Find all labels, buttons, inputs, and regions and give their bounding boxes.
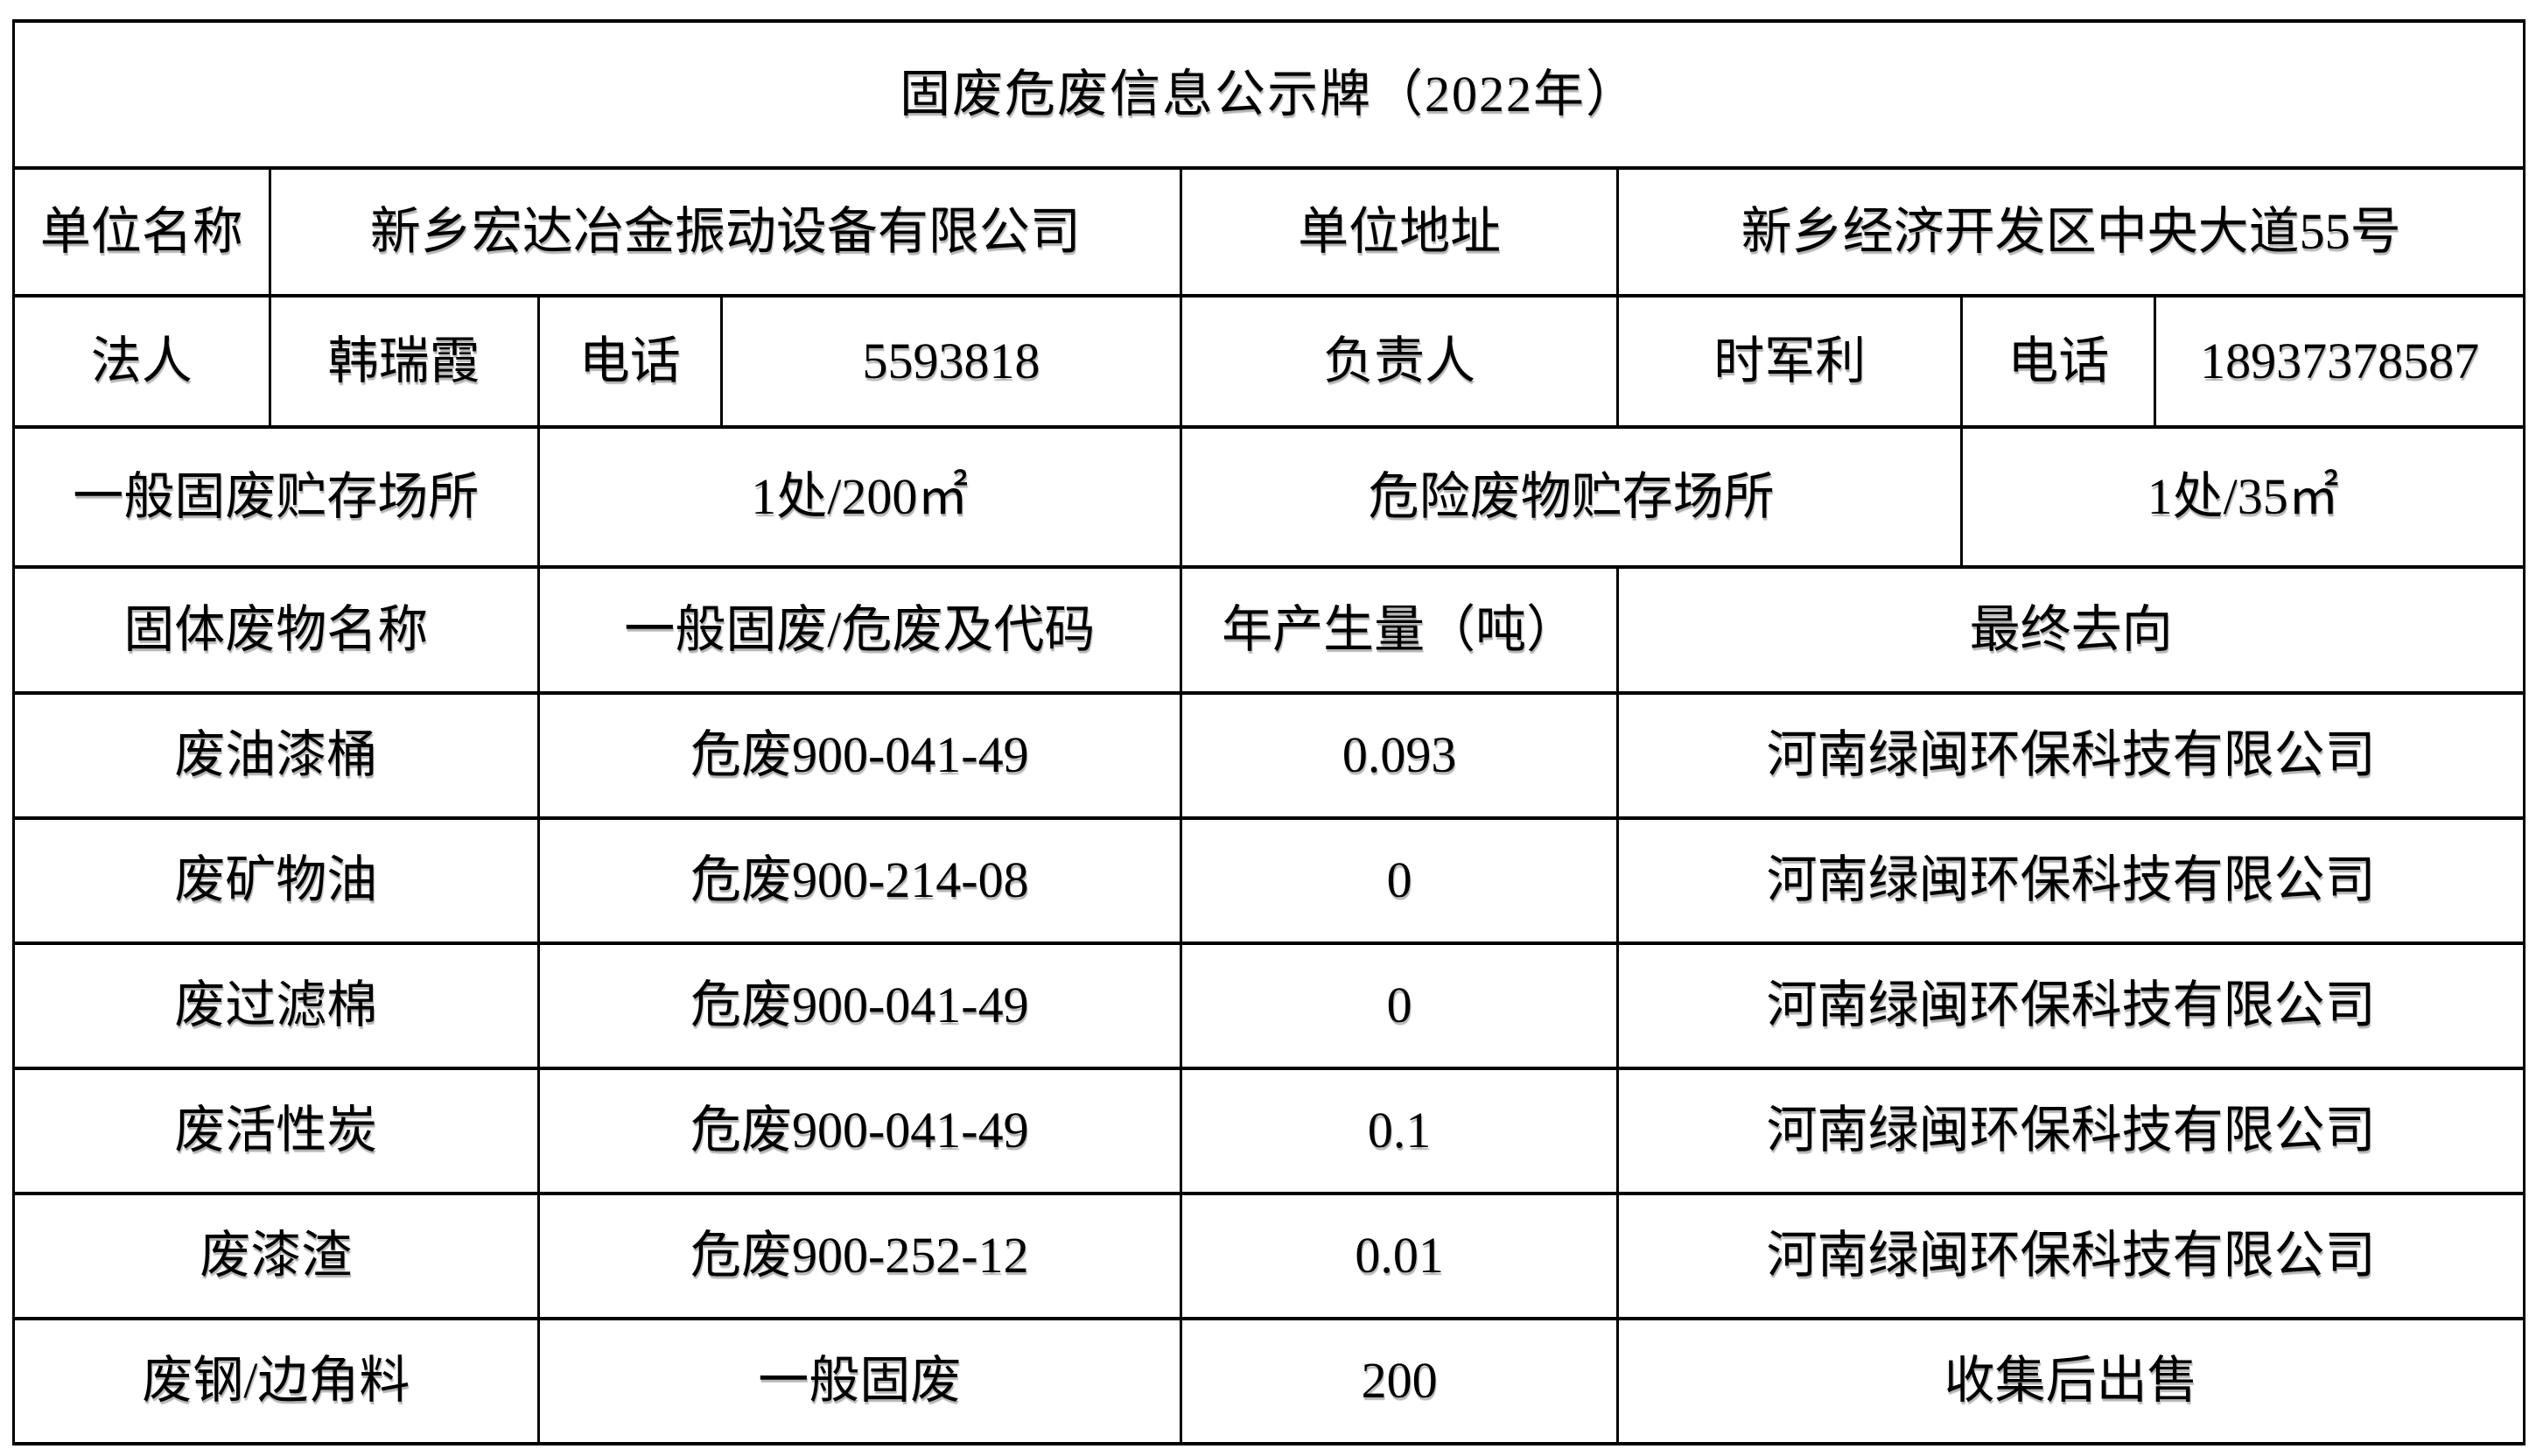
title-row: 固废危废信息公示牌（2022年） — [12, 19, 2525, 170]
waste-amount-cell: 0 — [1180, 942, 1620, 1070]
waste-amount-cell: 0.1 — [1180, 1067, 1620, 1195]
storage-row: 一般固废贮存场所 1处/200㎡ 危险废物贮存场所 1处/35㎡ — [12, 425, 2525, 569]
waste-name-cell: 废钢/边角料 — [12, 1317, 540, 1446]
phone2-value: 18937378587 — [2154, 294, 2525, 429]
col-header-waste-name: 固体废物名称 — [12, 565, 540, 695]
waste-code-cell: 危废900-041-49 — [536, 1067, 1183, 1195]
waste-destination-cell: 河南绿闽环保科技有限公司 — [1616, 691, 2525, 820]
responsible-label: 负责人 — [1180, 294, 1620, 429]
waste-name-cell: 废活性炭 — [12, 1067, 540, 1195]
legal-person-value: 韩瑞霞 — [268, 294, 540, 429]
responsible-value: 时军利 — [1616, 294, 1964, 429]
phone1-label: 电话 — [536, 294, 724, 429]
waste-name-cell: 废矿物油 — [12, 816, 540, 945]
waste-row: 废钢/边角料 一般固废 200 收集后出售 — [12, 1317, 2525, 1446]
waste-code-cell: 危废900-041-49 — [536, 691, 1183, 820]
waste-destination-cell: 河南绿闽环保科技有限公司 — [1616, 816, 2525, 945]
waste-row: 废过滤棉 危废900-041-49 0 河南绿闽环保科技有限公司 — [12, 942, 2525, 1070]
waste-row: 废漆渣 危废900-252-12 0.01 河南绿闽环保科技有限公司 — [12, 1192, 2525, 1320]
hazardous-storage-label: 危险废物贮存场所 — [1180, 425, 1964, 569]
waste-code-cell: 危废900-214-08 — [536, 816, 1183, 945]
phone2-label: 电话 — [1960, 294, 2157, 429]
unit-name-label: 单位名称 — [12, 166, 271, 298]
waste-name-cell: 废油漆桶 — [12, 691, 540, 820]
page-title: 固废危废信息公示牌（2022年） — [12, 19, 2525, 170]
waste-destination-cell: 收集后出售 — [1616, 1317, 2525, 1446]
waste-name-cell: 废漆渣 — [12, 1192, 540, 1320]
phone1-value: 5593818 — [720, 294, 1183, 429]
waste-amount-cell: 200 — [1180, 1317, 1620, 1446]
notice-board-table: 固废危废信息公示牌（2022年） 单位名称 新乡宏达冶金振动设备有限公司 单位地… — [12, 19, 2525, 1446]
col-header-waste-code: 一般固废/危废及代码 — [536, 565, 1183, 695]
waste-destination-cell: 河南绿闽环保科技有限公司 — [1616, 1067, 2525, 1195]
general-storage-value: 1处/200㎡ — [536, 425, 1183, 569]
waste-amount-cell: 0 — [1180, 816, 1620, 945]
waste-header-row: 固体废物名称 一般固废/危废及代码 年产生量（吨） 最终去向 — [12, 565, 2525, 695]
waste-row: 废活性炭 危废900-041-49 0.1 河南绿闽环保科技有限公司 — [12, 1067, 2525, 1195]
legal-row: 法人 韩瑞霞 电话 5593818 负责人 时军利 电话 18937378587 — [12, 294, 2525, 429]
waste-destination-cell: 河南绿闽环保科技有限公司 — [1616, 942, 2525, 1070]
general-storage-label: 一般固废贮存场所 — [12, 425, 540, 569]
waste-code-cell: 危废900-041-49 — [536, 942, 1183, 1070]
waste-destination-cell: 河南绿闽环保科技有限公司 — [1616, 1192, 2525, 1320]
waste-amount-cell: 0.01 — [1180, 1192, 1620, 1320]
waste-row: 废油漆桶 危废900-041-49 0.093 河南绿闽环保科技有限公司 — [12, 691, 2525, 820]
unit-address-value: 新乡经济开发区中央大道55号 — [1616, 166, 2525, 298]
unit-row: 单位名称 新乡宏达冶金振动设备有限公司 单位地址 新乡经济开发区中央大道55号 — [12, 166, 2525, 298]
col-header-annual-amount: 年产生量（吨） — [1180, 565, 1620, 695]
waste-code-cell: 一般固废 — [536, 1317, 1183, 1446]
waste-code-cell: 危废900-252-12 — [536, 1192, 1183, 1320]
hazardous-storage-value: 1处/35㎡ — [1960, 425, 2525, 569]
col-header-destination: 最终去向 — [1616, 565, 2525, 695]
unit-name-value: 新乡宏达冶金振动设备有限公司 — [268, 166, 1183, 298]
unit-address-label: 单位地址 — [1180, 166, 1620, 298]
waste-amount-cell: 0.093 — [1180, 691, 1620, 820]
legal-person-label: 法人 — [12, 294, 271, 429]
waste-row: 废矿物油 危废900-214-08 0 河南绿闽环保科技有限公司 — [12, 816, 2525, 945]
waste-name-cell: 废过滤棉 — [12, 942, 540, 1070]
